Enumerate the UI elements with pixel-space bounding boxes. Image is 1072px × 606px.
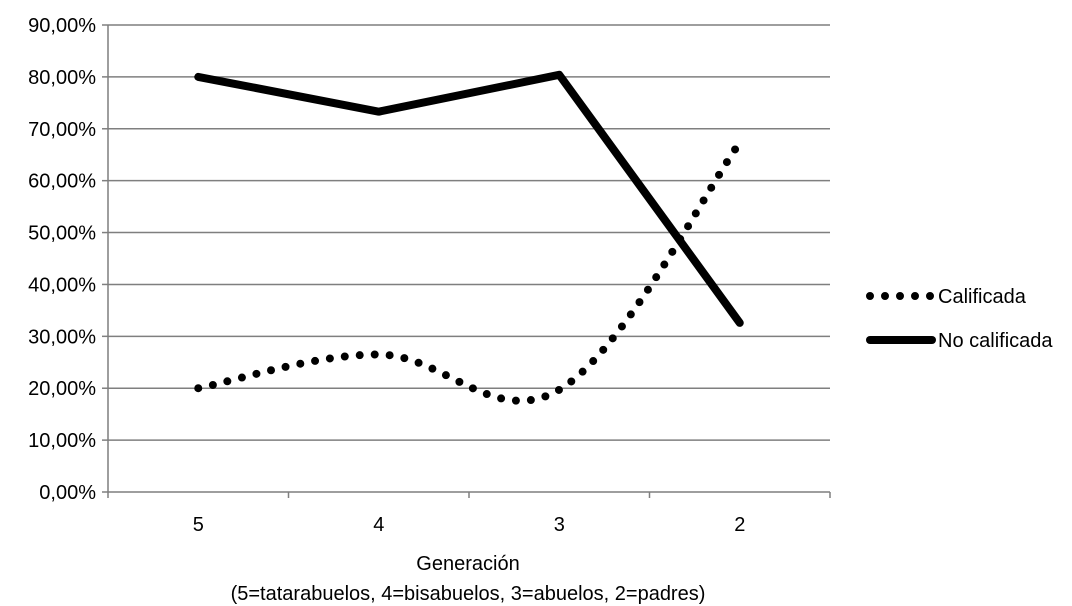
legend-label: Calificada — [938, 286, 1027, 308]
axes — [102, 24, 831, 498]
x-tick-label: 5 — [193, 514, 204, 536]
series-lines — [194, 70, 744, 405]
y-tick-label: 90,00% — [28, 15, 96, 37]
y-tick-label: 50,00% — [28, 223, 96, 245]
legend: Calificada No calificada — [866, 286, 1053, 352]
y-tick-label: 70,00% — [28, 119, 96, 141]
y-tick-label: 10,00% — [28, 430, 96, 452]
series-line-calificada — [194, 138, 744, 405]
x-tick-label: 4 — [373, 514, 384, 536]
x-tick-labels: 5 4 3 2 — [193, 514, 746, 536]
y-tick-label: 60,00% — [28, 171, 96, 193]
legend-label: No calificada — [938, 330, 1053, 352]
series-line-no-calificada — [194, 70, 744, 327]
x-axis-note: (5=tatarabuelos, 4=bisabuelos, 3=abuelos… — [231, 583, 706, 605]
y-tick-label: 80,00% — [28, 67, 96, 89]
x-axis-title: Generación — [416, 553, 519, 575]
y-tick-label: 20,00% — [28, 378, 96, 400]
y-tick-label: 30,00% — [28, 326, 96, 348]
y-tick-label: 40,00% — [28, 274, 96, 296]
y-tick-labels: 0,00% 10,00% 20,00% 30,00% 40,00% 50,00% 60,00… — [28, 15, 96, 504]
gridlines — [108, 24, 830, 441]
x-tick-label: 2 — [734, 514, 745, 536]
y-tick-label: 0,00% — [39, 482, 96, 504]
x-tick-label: 3 — [554, 514, 565, 536]
